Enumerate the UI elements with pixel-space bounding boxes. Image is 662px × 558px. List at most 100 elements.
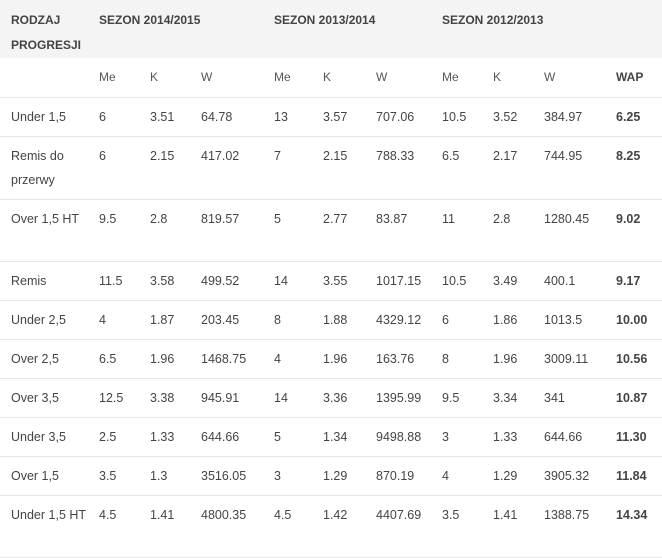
w-cell: 819.57: [201, 211, 240, 226]
k-cell: 1.42: [323, 507, 348, 522]
subheader-k: K: [139, 58, 190, 98]
k-cell: 3.34: [493, 390, 518, 405]
k-cell: 1.41: [150, 507, 175, 522]
w-cell: 9498.88: [376, 429, 422, 444]
me-cell: 6: [99, 109, 106, 124]
subheader-me: Me: [263, 58, 312, 98]
w-cell: 870.19: [376, 468, 415, 483]
progression-type-cell: Over 2,5: [11, 351, 59, 366]
w-cell: 1468.75: [201, 351, 247, 366]
empty-subheader: [0, 58, 88, 98]
subheader-w: W: [190, 58, 263, 98]
k-cell: 1.29: [493, 468, 518, 483]
me-cell: 5: [274, 211, 281, 226]
table-row: Remis 11.5 3.58 499.52 14 3.55 1017.15 10.5 3.49…: [0, 261, 662, 300]
w-cell: 1017.15: [376, 273, 422, 288]
k-cell: 3.57: [323, 109, 348, 124]
me-cell: 13: [274, 109, 288, 124]
w-cell: 3009.11: [544, 351, 589, 366]
k-cell: 1.33: [493, 429, 518, 444]
me-cell: 3.5: [99, 468, 117, 483]
empty-header: [605, 0, 662, 58]
k-cell: 3.38: [150, 390, 175, 405]
k-cell: 1.96: [150, 351, 175, 366]
me-cell: 10.5: [442, 109, 467, 124]
progression-type-cell: Over 1,5: [11, 468, 59, 483]
table-row: Under 2,5 4 1.87 203.45 8 1.88 4329.12 6 1.86 101…: [0, 300, 662, 339]
me-cell: 5: [274, 429, 281, 444]
progression-type-cell: Over 1,5 HT: [11, 211, 80, 226]
me-cell: 4.5: [99, 507, 117, 522]
wap-cell: 8.25: [616, 148, 641, 163]
w-cell: 1013.5: [544, 312, 583, 327]
wap-cell: 10.56: [616, 351, 648, 366]
table-row: Over 3,5 12.5 3.38 945.91 14 3.36 1395.99 9.5 3.…: [0, 378, 662, 417]
table-row: Over 1,5 HT 9.5 2.8 819.57 5 2.77 83.87 11 2.8 12…: [0, 199, 662, 261]
progression-type-cell: Remis: [11, 273, 47, 288]
k-cell: 2.8: [150, 211, 168, 226]
me-cell: 6.5: [442, 148, 460, 163]
col-label-header: RODZAJ PROGRESJI: [11, 13, 82, 52]
me-cell: 6: [442, 312, 449, 327]
k-cell: 1.33: [150, 429, 175, 444]
w-cell: 4329.12: [376, 312, 422, 327]
w-cell: 163.76: [376, 351, 415, 366]
season-2013-2014-header: SEZON 2013/2014: [274, 13, 376, 27]
w-cell: 400.1: [544, 273, 576, 288]
w-cell: 644.66: [544, 429, 583, 444]
k-cell: 1.29: [323, 468, 348, 483]
progression-type-cell: Over 3,5: [11, 390, 59, 405]
subheader-k: K: [312, 58, 365, 98]
wap-cell: 10.00: [616, 312, 648, 327]
me-cell: 3.5: [442, 507, 460, 522]
progression-type-cell: Under 1,5: [11, 109, 66, 124]
me-cell: 7: [274, 148, 281, 163]
season-header-row: RODZAJ PROGRESJI SEZON 2014/2015 SEZON 2…: [0, 0, 662, 58]
me-cell: 6.5: [99, 351, 117, 366]
k-cell: 1.96: [493, 351, 518, 366]
sub-header-row: Me K W Me K W Me K W WAP: [0, 58, 662, 98]
k-cell: 3.49: [493, 273, 518, 288]
me-cell: 3: [274, 468, 281, 483]
table-row: Over 1,5 3.5 1.3 3516.05 3 1.29 870.19 4 1.29 390…: [0, 456, 662, 495]
w-cell: 499.52: [201, 273, 240, 288]
me-cell: 4.5: [274, 507, 292, 522]
w-cell: 384.97: [544, 109, 583, 124]
table-row: Under 1,5 HT 4.5 1.41 4800.35 4.5 1.42 4407.69…: [0, 495, 662, 557]
me-cell: 4: [442, 468, 449, 483]
k-cell: 2.8: [493, 211, 511, 226]
w-cell: 744.95: [544, 148, 583, 163]
progression-type-cell: Under 1,5 HT: [11, 507, 87, 522]
k-cell: 1.3: [150, 468, 168, 483]
progression-type-cell: Remis do przerwy: [11, 148, 64, 187]
me-cell: 4: [99, 312, 106, 327]
w-cell: 417.02: [201, 148, 240, 163]
table-row: Under 1,5 6 3.51 64.78 13 3.57 707.06 10.5 3.52 3…: [0, 97, 662, 136]
k-cell: 3.52: [493, 109, 518, 124]
wap-cell: 11.84: [616, 468, 647, 483]
k-cell: 1.88: [323, 312, 348, 327]
me-cell: 11.5: [99, 273, 123, 288]
table-row: Under 3,5 2.5 1.33 644.66 5 1.34 9498.88 3 1.33 6…: [0, 417, 662, 456]
k-cell: 1.96: [323, 351, 348, 366]
season-2014-2015-header: SEZON 2014/2015: [99, 13, 201, 27]
k-cell: 3.58: [150, 273, 175, 288]
w-cell: 1280.45: [544, 211, 590, 226]
me-cell: 10.5: [442, 273, 467, 288]
w-cell: 4800.35: [201, 507, 247, 522]
me-cell: 6: [99, 148, 106, 163]
k-cell: 1.87: [150, 312, 175, 327]
me-cell: 12.5: [99, 390, 124, 405]
table-row: Over 2,5 6.5 1.96 1468.75 4 1.96 163.76 8 1.96 30…: [0, 339, 662, 378]
progression-type-cell: Under 3,5: [11, 429, 66, 444]
season-2012-2013-header: SEZON 2012/2013: [442, 13, 544, 27]
subheader-wap: WAP: [605, 58, 662, 98]
wap-cell: 9.02: [616, 211, 641, 226]
subheader-k: K: [482, 58, 533, 98]
subheader-w: W: [533, 58, 605, 98]
w-cell: 1395.99: [376, 390, 422, 405]
w-cell: 788.33: [376, 148, 415, 163]
k-cell: 1.34: [323, 429, 348, 444]
wap-cell: 10.87: [616, 390, 648, 405]
